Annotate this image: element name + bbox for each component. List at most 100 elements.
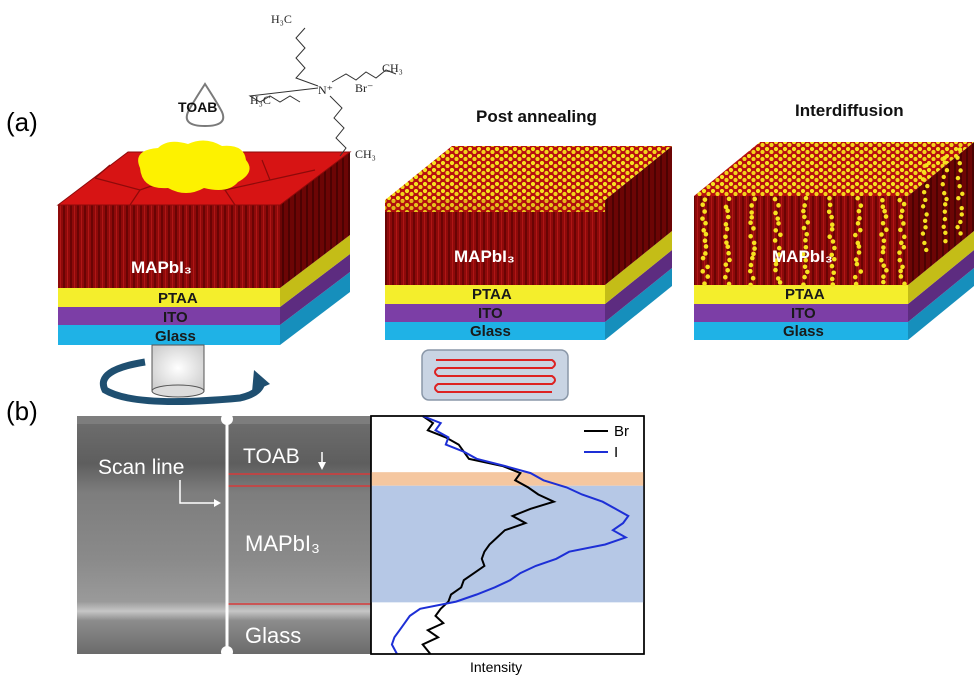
- diffusion-dot: [958, 168, 963, 173]
- ptaa-label: PTAA: [472, 286, 512, 303]
- diffusion-dot: [752, 246, 757, 251]
- diffusion-dot: [879, 257, 884, 263]
- legend-label-br: Br: [614, 423, 629, 440]
- diffusion-dot: [702, 209, 707, 214]
- stack-3: Interdiffusion MAPbI₃ PTAA ITO Glass: [694, 101, 974, 340]
- diffusion-dot: [943, 202, 948, 207]
- stack-1: MAPbI₃ PTAA ITO Glass TOAB: [56, 82, 352, 406]
- perovskite-side: [280, 152, 350, 288]
- diffusion-dot: [802, 214, 807, 220]
- ito-layer-front: [58, 307, 280, 325]
- group-n-plus: N⁺: [318, 83, 333, 97]
- diffusion-dot: [880, 220, 886, 226]
- diffusion-dot: [803, 238, 808, 243]
- diffusion-dot: [700, 255, 706, 261]
- diffusion-dot: [727, 257, 732, 263]
- diffusion-dot: [897, 257, 903, 263]
- diffusion-dot: [957, 161, 962, 166]
- diffusion-dot: [802, 264, 808, 270]
- rotation-arrow: [100, 358, 266, 406]
- diffusion-dot: [881, 263, 887, 268]
- diffusion-dot: [827, 234, 833, 239]
- diffusion-dot: [723, 234, 728, 240]
- diffusion-dot: [957, 184, 962, 189]
- diffusion-dot: [805, 220, 811, 225]
- diffusion-dot: [829, 252, 835, 258]
- diffusion-dots: [700, 147, 965, 288]
- spin-coater: [100, 344, 270, 406]
- diffusion-dot: [773, 267, 778, 273]
- diffusion-dot: [703, 220, 708, 226]
- glass-layer-front: [58, 325, 280, 345]
- diffusion-dot: [924, 212, 929, 217]
- diffusion-dot: [897, 197, 903, 203]
- diffusion-dot: [944, 168, 950, 173]
- diffusion-dot: [772, 196, 778, 202]
- diffusion-dot: [897, 250, 902, 255]
- glass-layer-front: [694, 322, 908, 340]
- diffusion-dot: [832, 245, 837, 251]
- diffusion-dot: [881, 238, 887, 244]
- diffusion-dot: [902, 234, 907, 240]
- diffusion-dot: [879, 232, 884, 237]
- ito-label: ITO: [478, 305, 503, 322]
- diffusion-dot: [703, 251, 708, 256]
- diffusion-dot: [826, 209, 832, 215]
- series-line-i: [390, 415, 630, 655]
- diffusion-dot: [898, 240, 904, 246]
- diffusion-dot: [703, 244, 709, 249]
- diffusion-dot: [776, 245, 782, 251]
- diffusion-dot: [920, 204, 926, 209]
- diffusion-dot: [959, 205, 964, 211]
- diffusion-dot: [724, 240, 729, 245]
- diffusion-dot: [882, 208, 887, 214]
- group-h3c-top: H₃C: [271, 12, 292, 26]
- diffusion-dot: [801, 282, 806, 287]
- perovskite-front: [385, 200, 605, 285]
- diffusion-dot: [830, 282, 836, 287]
- diffusion-dot: [805, 269, 810, 275]
- diffusion-dot: [880, 204, 886, 210]
- diffusion-dot: [749, 215, 755, 220]
- diffusion-dot: [858, 203, 864, 208]
- diffusion-dot: [924, 163, 929, 168]
- diffusion-dot: [944, 196, 949, 202]
- diffusion-dot: [747, 268, 753, 274]
- diffusion-dot: [775, 276, 781, 281]
- diffusion-dot: [922, 240, 927, 246]
- diffusion-dot: [700, 202, 705, 208]
- diffusion-dot: [748, 233, 753, 239]
- diffusion-dot: [855, 195, 860, 201]
- diffusion-dot: [856, 244, 862, 249]
- diffusion-dot: [832, 256, 837, 262]
- diffusion-dot: [941, 224, 946, 229]
- diffusion-dot: [856, 208, 862, 214]
- diffusion-dot: [772, 238, 778, 243]
- series-line-br: [421, 415, 557, 655]
- diffusion-dot: [942, 155, 947, 160]
- diffusion-dot: [898, 268, 903, 274]
- diffusion-dot: [958, 219, 963, 225]
- diffusion-dot: [726, 281, 732, 287]
- perovskite-label: MAPbI₃: [131, 258, 192, 277]
- diffusion-dot: [778, 232, 783, 238]
- diffusion-dot: [705, 264, 710, 270]
- hot-plate-icon: [421, 349, 569, 401]
- diffusion-dot: [899, 208, 905, 214]
- diffusion-dot: [801, 225, 807, 231]
- diffusion-dot: [858, 269, 864, 274]
- diffusion-dot: [748, 262, 754, 268]
- diffusion-dot: [723, 262, 729, 267]
- diffusion-dot: [700, 216, 705, 221]
- legend-label-i: I: [614, 444, 618, 461]
- toab-droplet-icon: [185, 82, 225, 128]
- diffusion-dot: [922, 218, 928, 223]
- diffusion-dot: [702, 197, 708, 202]
- diffusion-dot: [829, 276, 835, 282]
- diffusion-dot: [723, 222, 729, 227]
- diffusion-dot: [959, 212, 964, 217]
- glass-label: Glass: [470, 323, 511, 340]
- diffusion-dot: [748, 282, 753, 288]
- glass-layer-side: [280, 272, 350, 345]
